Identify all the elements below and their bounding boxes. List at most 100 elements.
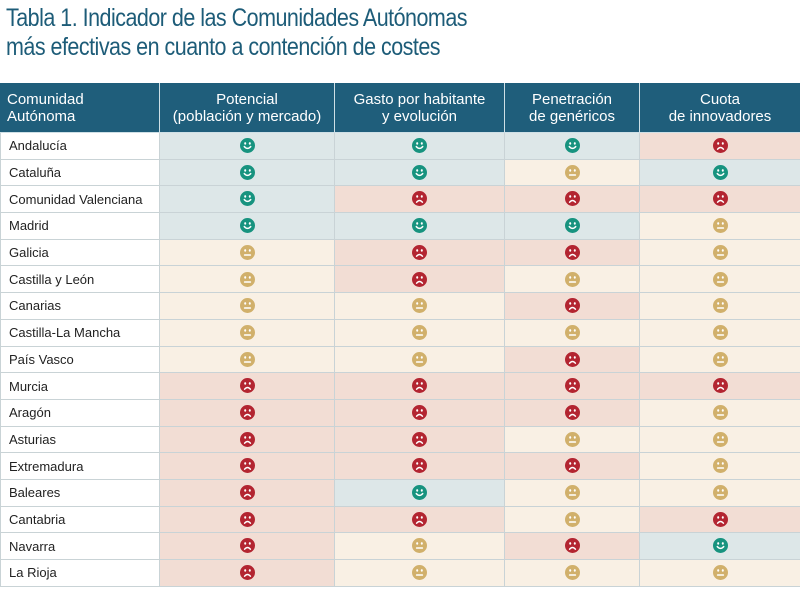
sad-face-icon	[239, 538, 255, 554]
community-name: Cantabria	[0, 506, 160, 534]
happy-face-icon	[412, 485, 427, 501]
rating-cell	[640, 186, 800, 214]
rating-cell	[335, 426, 505, 454]
communities-table: Comunidad Autónoma Potencial (población …	[0, 83, 800, 587]
table-body: Andalucía Cataluña Comunidad Valenciana Mad…	[0, 133, 800, 587]
neutral-face-icon	[412, 324, 427, 340]
sad-face-icon	[412, 271, 427, 287]
table-row: Aragón	[0, 399, 800, 427]
rating-cell	[505, 186, 640, 214]
rating-cell	[335, 266, 505, 294]
neutral-face-icon	[412, 565, 427, 581]
rating-cell	[505, 159, 640, 187]
table-row: Castilla y León	[0, 266, 800, 294]
rating-cell	[640, 346, 800, 374]
table-row: La Rioja	[0, 560, 800, 587]
rating-cell	[505, 399, 640, 427]
rating-cell	[160, 399, 335, 427]
rating-cell	[160, 506, 335, 534]
rating-cell	[505, 213, 640, 240]
neutral-face-icon	[712, 404, 728, 420]
table-row: Castilla-La Mancha	[0, 319, 800, 347]
document-title: Tabla 1. Indicador de las Comunidades Au…	[6, 4, 677, 62]
rating-cell	[505, 560, 640, 587]
rating-cell	[335, 239, 505, 267]
rating-cell	[335, 373, 505, 400]
sad-face-icon	[564, 298, 580, 314]
rating-cell	[640, 159, 800, 187]
happy-face-icon	[412, 164, 427, 180]
neutral-face-icon	[239, 244, 255, 260]
sad-face-icon	[239, 404, 255, 420]
community-name: Andalucía	[0, 133, 160, 160]
neutral-face-icon	[712, 218, 728, 234]
neutral-face-icon	[712, 244, 728, 260]
sad-face-icon	[412, 378, 427, 394]
rating-cell	[160, 426, 335, 454]
community-name: Castilla-La Mancha	[0, 319, 160, 347]
neutral-face-icon	[412, 298, 427, 314]
table-row: Baleares	[0, 479, 800, 507]
neutral-face-icon	[412, 538, 427, 554]
table-row: Extremadura	[0, 453, 800, 480]
title-line-2: más efectivas en cuanto a contención de …	[6, 33, 441, 61]
community-name: La Rioja	[0, 560, 160, 587]
community-name: Madrid	[0, 213, 160, 240]
rating-cell	[335, 159, 505, 187]
neutral-face-icon	[712, 324, 728, 340]
rating-cell	[640, 213, 800, 240]
sad-face-icon	[564, 244, 580, 260]
title-line-1: Tabla 1. Indicador de las Comunidades Au…	[6, 4, 468, 32]
rating-cell	[335, 479, 505, 507]
neutral-face-icon	[564, 511, 580, 527]
happy-face-icon	[712, 538, 728, 554]
rating-cell	[160, 186, 335, 214]
community-name: Galicia	[0, 239, 160, 267]
sad-face-icon	[239, 458, 255, 474]
sad-face-icon	[564, 538, 580, 554]
rating-cell	[335, 399, 505, 427]
rating-cell	[640, 399, 800, 427]
neutral-face-icon	[564, 324, 580, 340]
community-name: Cataluña	[0, 159, 160, 187]
rating-cell	[640, 453, 800, 480]
rating-cell	[160, 293, 335, 320]
rating-cell	[335, 186, 505, 214]
table-header-row: Comunidad Autónoma Potencial (población …	[0, 83, 800, 133]
community-name: Comunidad Valenciana	[0, 186, 160, 214]
neutral-face-icon	[239, 351, 255, 367]
happy-face-icon	[412, 218, 427, 234]
neutral-face-icon	[239, 324, 255, 340]
sad-face-icon	[564, 191, 580, 207]
rating-cell	[160, 266, 335, 294]
rating-cell	[640, 239, 800, 267]
rating-cell	[505, 133, 640, 160]
rating-cell	[505, 319, 640, 347]
happy-face-icon	[239, 138, 255, 154]
rating-cell	[640, 319, 800, 347]
table-row: Canarias	[0, 293, 800, 320]
rating-cell	[335, 293, 505, 320]
rating-cell	[335, 506, 505, 534]
table-row: Galicia	[0, 239, 800, 267]
happy-face-icon	[564, 138, 580, 154]
rating-cell	[640, 293, 800, 320]
header-potencial: Potencial (población y mercado)	[160, 83, 335, 133]
sad-face-icon	[239, 485, 255, 501]
rating-cell	[160, 373, 335, 400]
table-row: Cataluña	[0, 159, 800, 187]
sad-face-icon	[412, 404, 427, 420]
rating-cell	[505, 373, 640, 400]
rating-cell	[160, 159, 335, 187]
sad-face-icon	[239, 378, 255, 394]
rating-cell	[160, 346, 335, 374]
neutral-face-icon	[412, 351, 427, 367]
rating-cell	[505, 266, 640, 294]
neutral-face-icon	[712, 431, 728, 447]
rating-cell	[160, 133, 335, 160]
rating-cell	[335, 213, 505, 240]
happy-face-icon	[412, 138, 427, 154]
sad-face-icon	[712, 511, 728, 527]
rating-cell	[505, 239, 640, 267]
rating-cell	[640, 373, 800, 400]
